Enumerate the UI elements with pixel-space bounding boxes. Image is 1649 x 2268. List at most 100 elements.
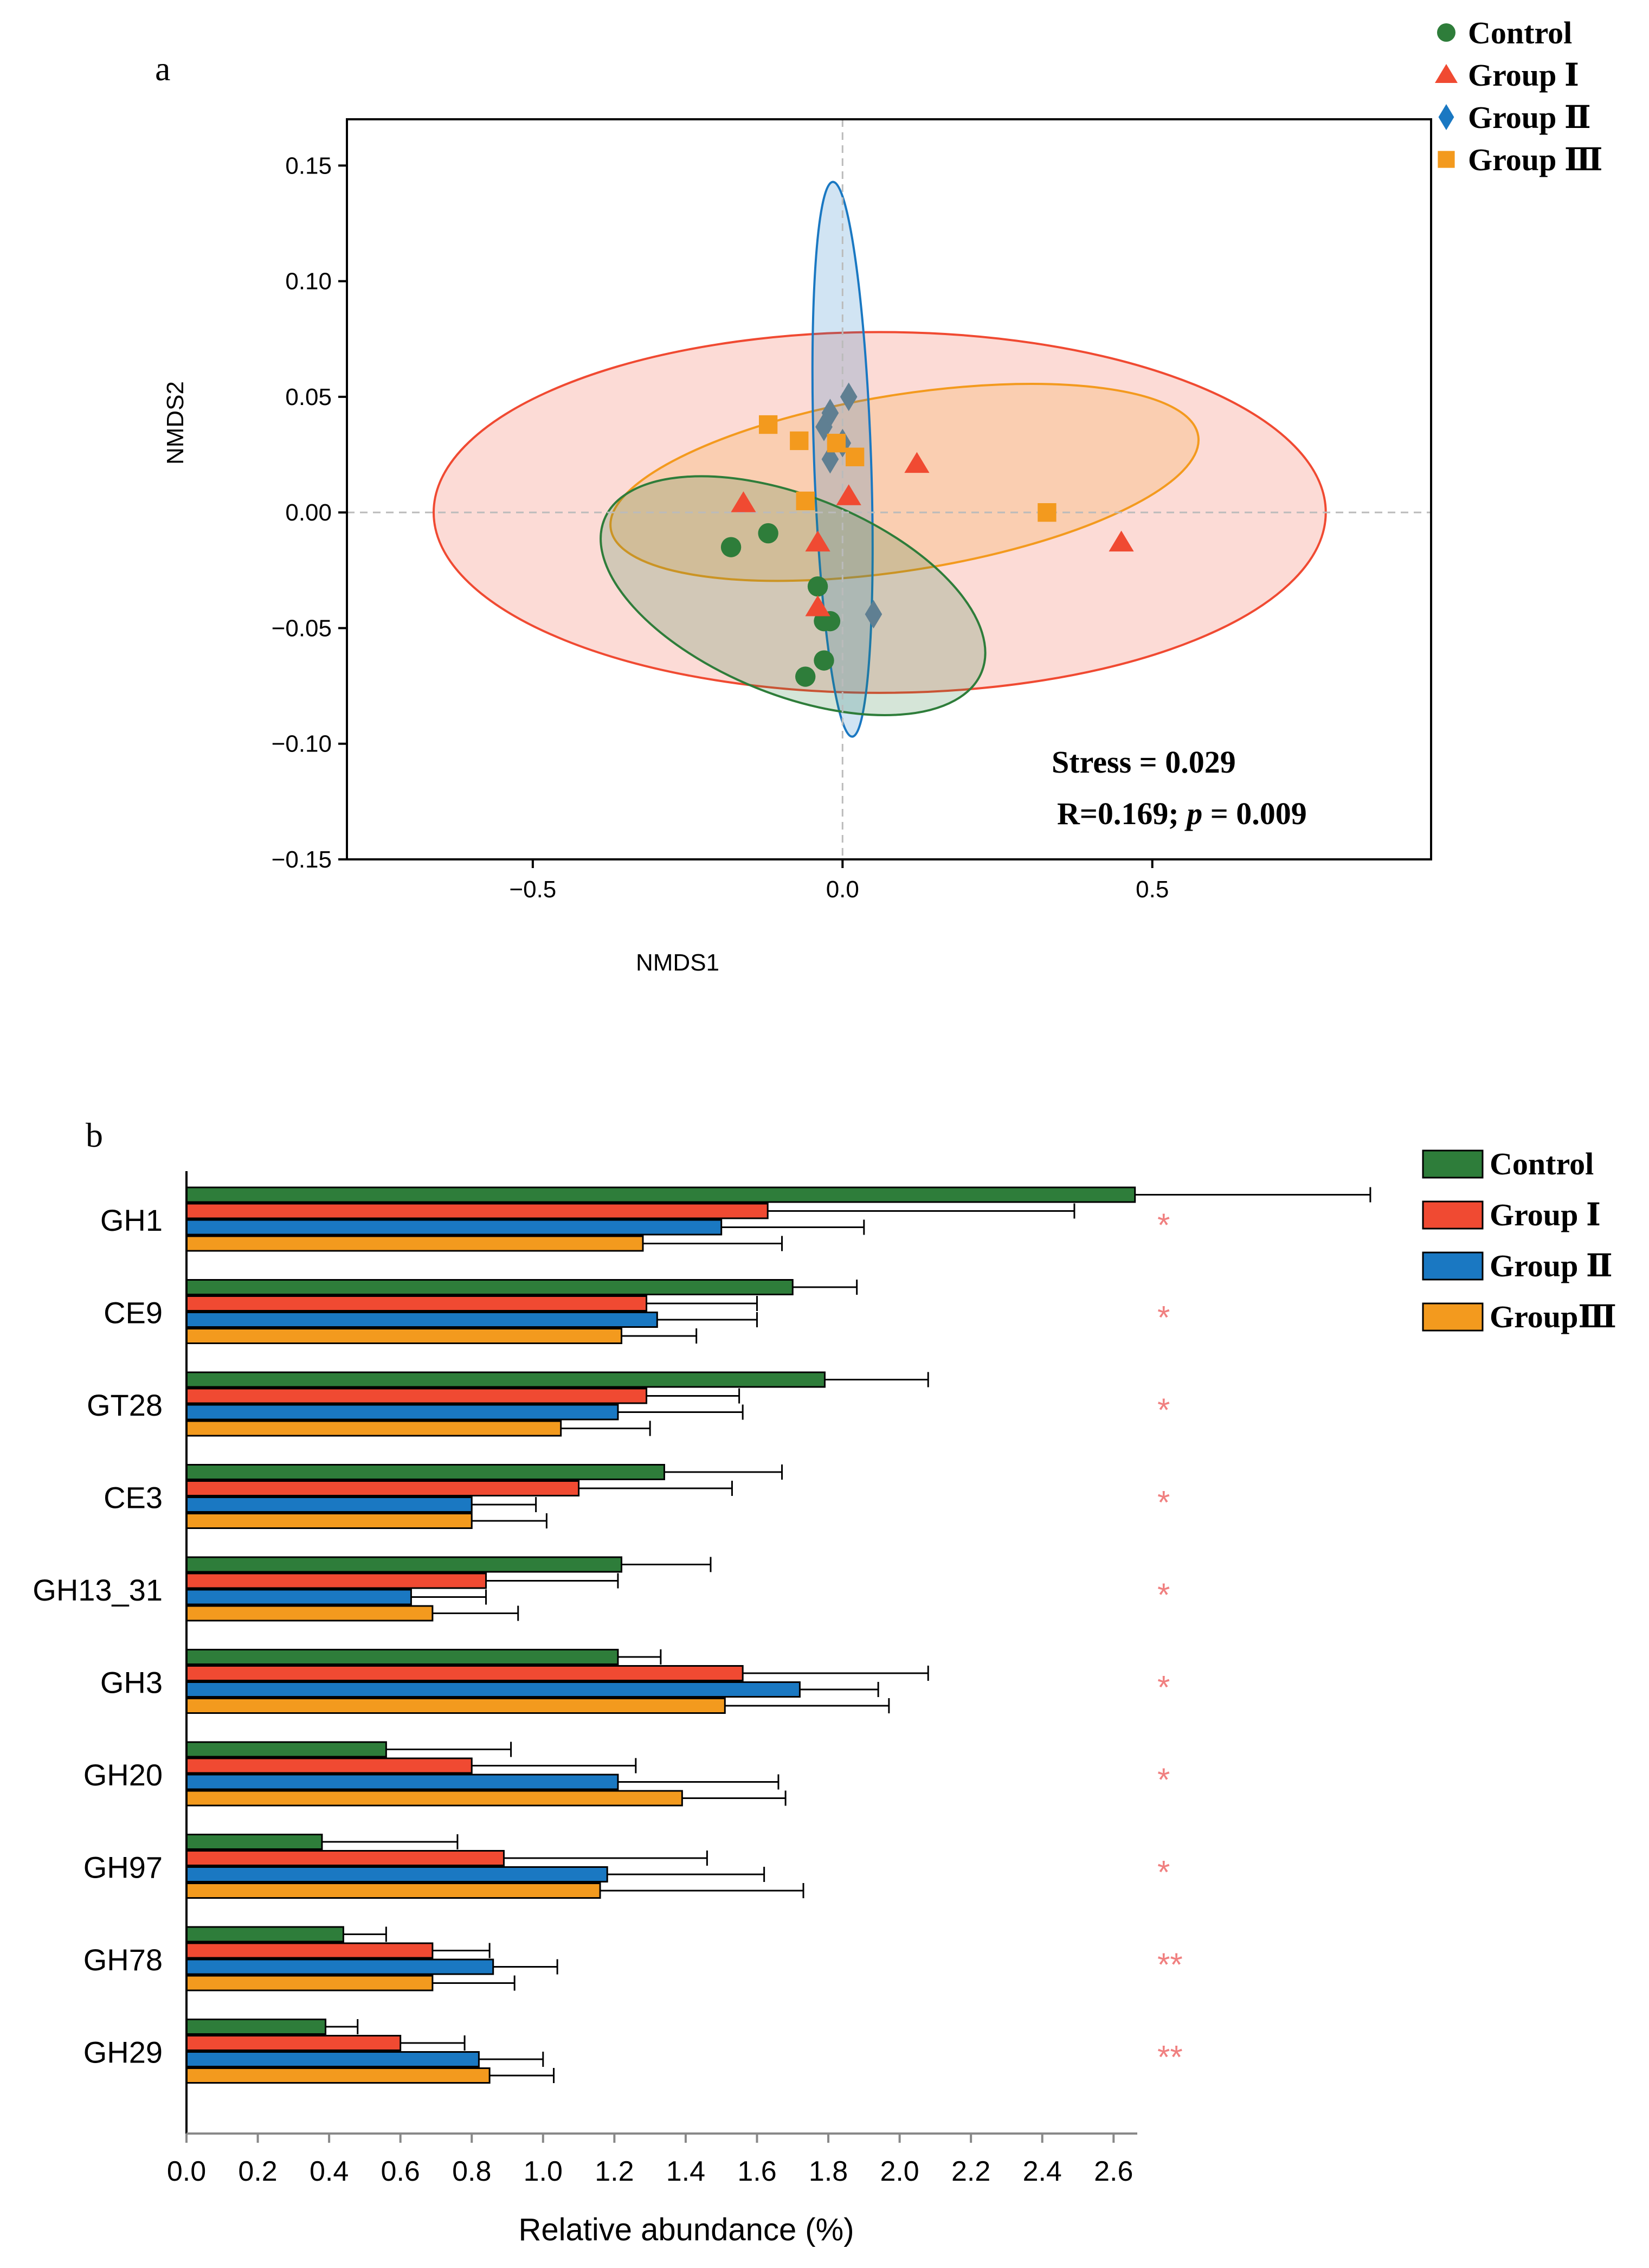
panel-b-bars: b GH1 CE9 GT28 CE3 GH13_31 GH3 GH20 GH97 GH78 GH2… xyxy=(33,1116,1616,2247)
point-group xyxy=(805,595,830,616)
point-group xyxy=(1038,503,1057,522)
point-group xyxy=(758,415,778,434)
x-tick-label-b: 1.0 xyxy=(524,2156,563,2187)
point-group xyxy=(904,452,930,473)
bar-gh78-group xyxy=(185,1942,434,1959)
x-tick-label-b: 2.6 xyxy=(1094,2156,1133,2187)
bar-gt28-group xyxy=(185,1387,648,1404)
x-tick-label-b: 0.8 xyxy=(452,2156,491,2187)
x-tick-label-a: 0.5 xyxy=(1136,876,1169,903)
legend-marker-group xyxy=(1438,104,1454,130)
category-label: GH1 xyxy=(100,1203,163,1237)
bar-gh1-group xyxy=(185,1203,769,1219)
point-group xyxy=(731,491,756,512)
bar-gh78-group xyxy=(185,1958,494,1975)
bar-gh29-group xyxy=(185,2067,491,2084)
bar-gh13-31-group xyxy=(185,1605,434,1622)
x-tick-label-b: 2.2 xyxy=(951,2156,990,2187)
legend-label-control: Control xyxy=(1468,15,1572,50)
significance-star: * xyxy=(1157,1392,1170,1428)
y-tick-label-a: 0.15 xyxy=(285,152,332,179)
legend-label-group: Group Ⅰ xyxy=(1468,57,1579,93)
bar-gh78-control xyxy=(185,1926,344,1943)
bar-ce9-control xyxy=(185,1279,794,1295)
bar-gh29-group xyxy=(185,2035,402,2051)
point-control xyxy=(758,523,778,544)
category-label: CE9 xyxy=(104,1296,163,1330)
point-control xyxy=(795,666,816,687)
x-tick-label-b: 0.4 xyxy=(310,2156,349,2187)
x-axis-b: 0.0 0.2 0.4 0.6 0.8 1.0 1.2 1.4 1.6 1.8 2.0 2.2 2.4 2… xyxy=(167,2134,1133,2187)
x-tick-label-a: 0.0 xyxy=(826,876,859,903)
x-tick-label-b: 0.6 xyxy=(381,2156,420,2187)
significance-star: * xyxy=(1157,1854,1170,1891)
point-control xyxy=(720,537,742,557)
bars-layer xyxy=(185,1186,1371,2084)
point-control xyxy=(807,576,828,597)
category-label: GH97 xyxy=(83,1851,163,1885)
bar-gh78-group xyxy=(185,1975,434,1991)
bar-gh1-control xyxy=(185,1186,1136,1203)
ellipse-layer xyxy=(433,181,1327,738)
bar-ce9-group xyxy=(185,1312,658,1328)
significance-markers: ************ xyxy=(1157,1207,1183,2076)
bar-gh97-group xyxy=(185,1850,505,1866)
bar-gh1-group xyxy=(185,1219,723,1236)
bar-ce3-control xyxy=(185,1464,665,1480)
bar-gt28-group xyxy=(185,1420,562,1437)
point-group xyxy=(836,484,861,505)
bar-gh97-group xyxy=(185,1866,608,1882)
legend-label-group: Group Ⅲ xyxy=(1468,142,1602,177)
bar-gh20-control xyxy=(185,1741,387,1758)
bar-ce3-group xyxy=(185,1513,473,1529)
bar-gh97-group xyxy=(185,1882,601,1899)
bar-gt28-control xyxy=(185,1371,826,1388)
y-tick-label-a: −0.05 xyxy=(272,615,332,641)
point-group xyxy=(821,399,839,428)
category-label: GT28 xyxy=(87,1388,163,1422)
bar-gh20-group xyxy=(185,1790,683,1807)
legend-swatch-control xyxy=(1422,1149,1484,1179)
ellipse-group xyxy=(609,383,1200,582)
legend-marker-group xyxy=(1438,151,1455,168)
bar-gh29-group xyxy=(185,2051,480,2067)
category-label: GH3 xyxy=(100,1666,163,1700)
bar-gh3-group xyxy=(185,1698,726,1714)
legend-label-group: GroupⅢ xyxy=(1490,1299,1616,1334)
legend-swatch-group xyxy=(1422,1251,1484,1281)
bar-gh29-control xyxy=(185,2019,327,2035)
legend-swatch-group xyxy=(1422,1302,1484,1332)
bar-ce3-group xyxy=(185,1480,580,1496)
x-tick-label-b: 1.2 xyxy=(595,2156,634,2187)
bar-gh13-31-control xyxy=(185,1556,623,1573)
category-labels: GH1 CE9 GT28 CE3 GH13_31 GH3 GH20 GH97 GH78 GH29 xyxy=(33,1203,163,2070)
significance-star: * xyxy=(1157,1669,1170,1706)
bar-gh97-control xyxy=(185,1834,323,1850)
x-tick-label-b: 0.0 xyxy=(167,2156,206,2187)
bar-ce9-group xyxy=(185,1328,623,1344)
point-group xyxy=(821,445,839,474)
category-label: GH20 xyxy=(83,1758,163,1792)
y-axis-title-a: NMDS2 xyxy=(162,381,189,465)
significance-star: * xyxy=(1157,1485,1170,1521)
reference-lines xyxy=(347,119,1431,859)
legend-marker-control xyxy=(1437,23,1455,42)
bar-gh20-group xyxy=(185,1774,619,1790)
x-axis-a: −0.5 0.0 0.5 xyxy=(509,859,1169,903)
x-tick-label-b: 1.6 xyxy=(737,2156,776,2187)
bar-gt28-group xyxy=(185,1404,619,1421)
y-tick-label-a: 0.00 xyxy=(285,499,332,526)
y-tick-label-a: 0.10 xyxy=(285,268,332,295)
x-tick-label-b: 1.4 xyxy=(666,2156,705,2187)
x-tick-label-a: −0.5 xyxy=(509,876,556,903)
point-group xyxy=(845,447,865,466)
category-label: GH13_31 xyxy=(33,1573,163,1607)
category-label: GH78 xyxy=(83,1943,163,1977)
x-tick-label-b: 0.2 xyxy=(238,2156,277,2187)
legend-swatch-group xyxy=(1422,1200,1484,1230)
bar-gh13-31-group xyxy=(185,1572,487,1589)
legend-marker-group xyxy=(1435,64,1458,83)
significance-star: * xyxy=(1157,1300,1170,1336)
significance-star: * xyxy=(1157,1577,1170,1613)
